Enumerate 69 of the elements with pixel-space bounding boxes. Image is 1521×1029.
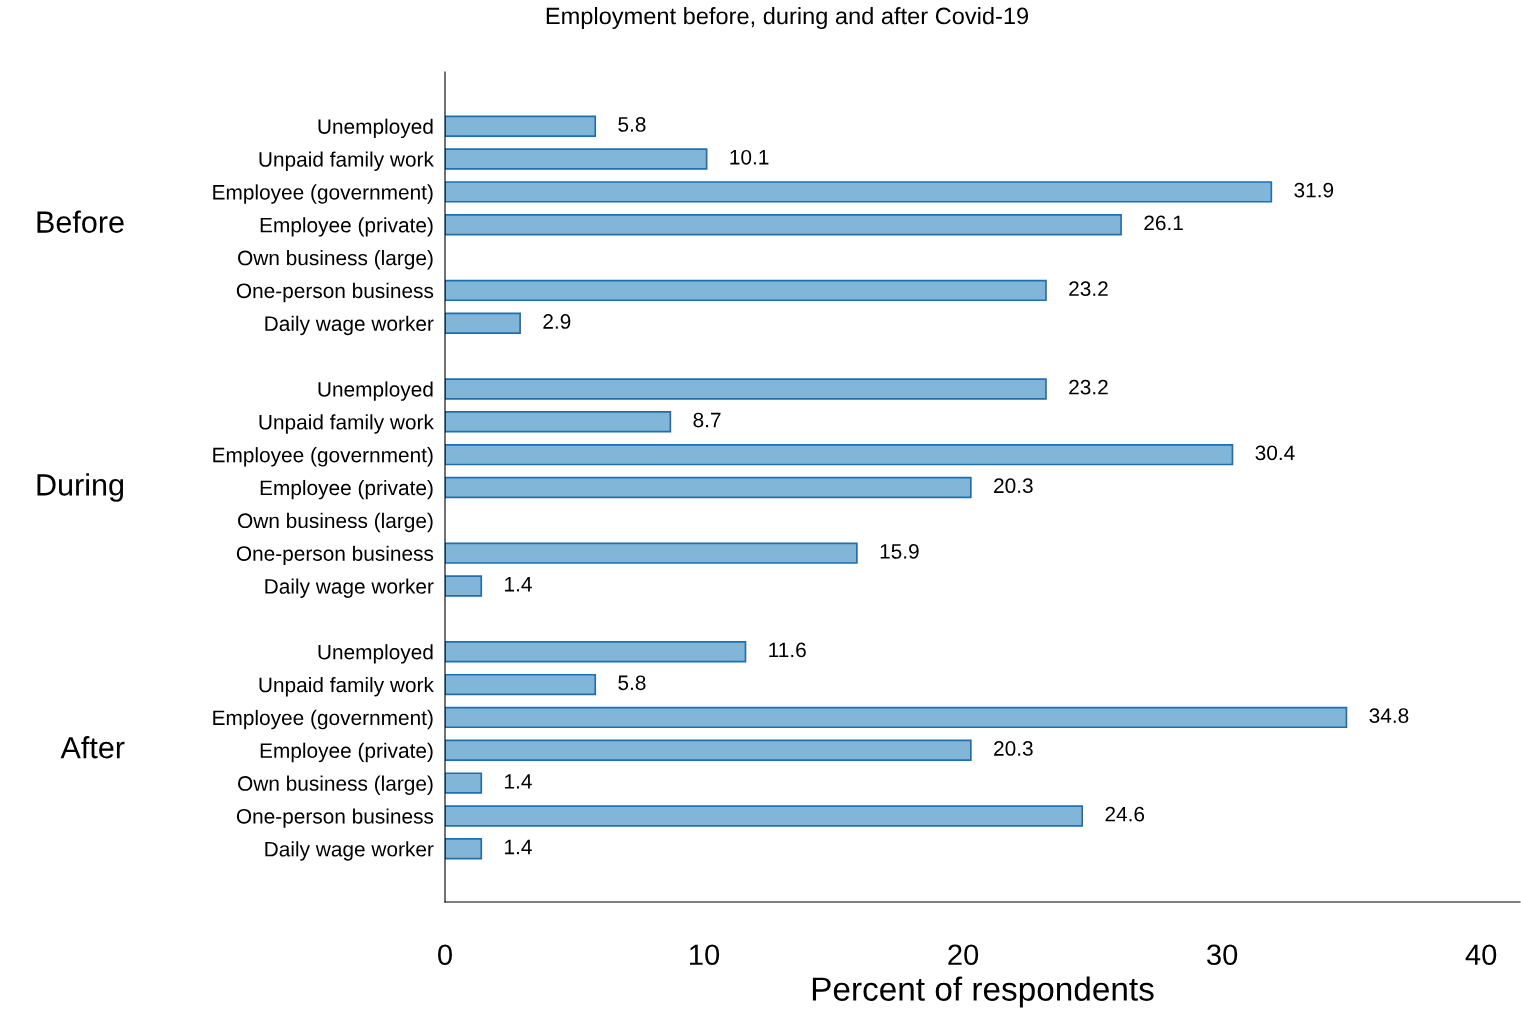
data-label: 23.2 [1069, 281, 1108, 297]
data-label: 10.1 [730, 149, 769, 165]
data-label: 1.4 [505, 577, 532, 592]
bar [445, 214, 1122, 236]
bar [445, 476, 972, 499]
y-tick-label: Daily wage worker [265, 578, 434, 598]
bar [445, 575, 483, 597]
data-label: 5.8 [618, 117, 646, 132]
y-tick-label: Employee (private) [260, 742, 433, 763]
bar [445, 148, 708, 170]
bar [445, 641, 747, 663]
data-label: 24.6 [1105, 806, 1145, 822]
bar [445, 312, 521, 334]
bar [445, 411, 672, 433]
x-tick-label: 10 [690, 944, 720, 966]
x-tick-label: 40 [1465, 944, 1497, 966]
y-tick-label: Own business (large) [238, 512, 433, 533]
bar [445, 279, 1047, 302]
y-tick-label: Unpaid family work [259, 414, 434, 434]
bar [445, 772, 483, 794]
y-tick-label: One-person business [236, 545, 434, 566]
y-tick-label: Employee (government) [213, 709, 433, 730]
y-tick-label: Daily wage worker [265, 841, 434, 861]
data-label: 20.3 [994, 478, 1033, 494]
data-label: 1.4 [505, 774, 532, 789]
x-tick-label: 0 [438, 944, 452, 966]
bar [445, 838, 483, 860]
y-tick-label: Own business (large) [238, 250, 433, 270]
bar [445, 673, 597, 696]
data-label: 31.9 [1294, 182, 1334, 198]
y-tick-label: Employee (government) [213, 184, 433, 204]
y-tick-label: Unpaid family work [259, 677, 434, 697]
x-axis-title: Percent of respondents [812, 976, 1154, 1008]
bar [445, 706, 1348, 729]
y-tick-label: Employee (government) [213, 447, 433, 467]
data-label: 26.1 [1144, 215, 1183, 231]
y-tick-label: One-person business [236, 808, 434, 828]
data-label: 15.9 [880, 544, 919, 559]
bar [445, 805, 1084, 827]
text: During [37, 473, 124, 502]
y-tick-label: Unemployed [318, 381, 433, 401]
bar [445, 542, 858, 564]
text: After [60, 736, 125, 759]
bar [445, 181, 1273, 203]
y-tick-label: Unemployed [318, 118, 433, 139]
data-label: 30.4 [1255, 445, 1295, 461]
bar [445, 739, 972, 761]
x-tick-label: 20 [948, 944, 979, 966]
y-tick-label: Employee (private) [260, 217, 433, 237]
data-label: 20.3 [994, 741, 1033, 756]
data-label: 23.2 [1069, 379, 1108, 395]
y-tick-label: Own business (large) [238, 775, 433, 795]
bar [445, 443, 1234, 466]
chart-title: Employment before, during and after Covid-19 [546, 7, 1029, 29]
y-tick-label: Employee (private) [260, 479, 433, 500]
data-label: 1.4 [505, 839, 532, 855]
y-tick-label: One-person business [236, 282, 434, 303]
data-label: 11.6 [769, 642, 806, 658]
data-label: 34.8 [1369, 708, 1409, 723]
y-tick-label: Daily wage worker [265, 315, 434, 336]
x-tick-label: 30 [1207, 944, 1238, 966]
data-label: 5.8 [618, 675, 646, 691]
data-label: 2.9 [543, 314, 571, 329]
y-tick-label: Unpaid family work [259, 151, 434, 171]
y-tick-label: Unemployed [318, 644, 433, 664]
data-label: 8.7 [693, 412, 721, 428]
bar [445, 378, 1047, 400]
text: Before [37, 210, 124, 233]
bar [445, 115, 597, 137]
